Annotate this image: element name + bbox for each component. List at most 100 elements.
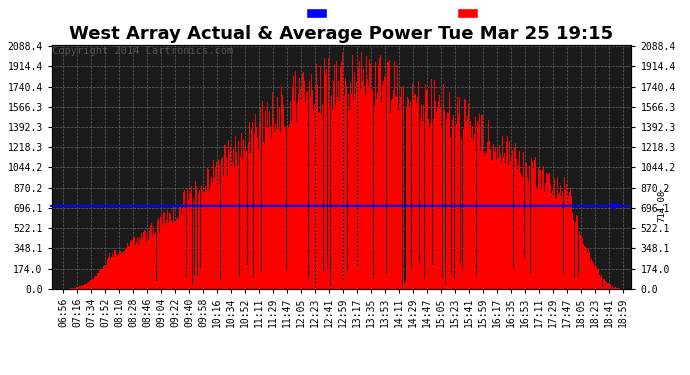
Bar xyxy=(299,78,300,289)
Bar xyxy=(608,284,609,289)
Bar xyxy=(425,84,426,289)
Bar xyxy=(190,194,191,289)
Bar xyxy=(446,88,448,289)
Bar xyxy=(595,284,596,289)
Bar xyxy=(185,208,186,289)
Bar xyxy=(443,84,444,289)
Bar xyxy=(183,201,184,289)
Bar xyxy=(91,280,92,289)
Bar xyxy=(136,242,137,289)
Bar xyxy=(473,149,474,289)
Bar xyxy=(126,244,128,289)
Bar xyxy=(289,124,290,289)
Bar xyxy=(73,288,74,289)
Bar xyxy=(394,62,395,289)
Bar xyxy=(262,102,264,289)
Bar xyxy=(479,114,480,289)
Bar xyxy=(450,137,451,289)
Bar xyxy=(521,177,522,289)
Bar xyxy=(349,110,350,289)
Bar xyxy=(384,108,385,289)
Bar xyxy=(111,258,112,289)
Bar xyxy=(434,117,435,289)
Bar xyxy=(155,232,156,289)
Bar xyxy=(187,188,188,289)
Bar xyxy=(432,265,433,289)
Bar xyxy=(567,205,568,289)
Bar xyxy=(455,125,456,289)
Bar xyxy=(413,99,414,289)
Bar xyxy=(564,177,565,289)
Bar xyxy=(365,95,366,289)
Bar xyxy=(124,252,125,289)
Bar xyxy=(180,207,181,289)
Bar xyxy=(604,279,605,289)
Bar xyxy=(406,108,407,289)
Bar xyxy=(168,224,169,289)
Bar xyxy=(480,147,481,289)
Bar xyxy=(403,86,404,289)
Bar xyxy=(214,177,215,289)
Bar xyxy=(391,100,392,289)
Bar xyxy=(231,167,232,289)
Bar xyxy=(265,111,266,289)
Bar xyxy=(327,270,328,289)
Bar xyxy=(296,122,297,289)
Bar xyxy=(163,228,164,289)
Bar xyxy=(300,89,301,289)
Bar xyxy=(589,259,590,289)
Bar xyxy=(117,256,118,289)
Bar xyxy=(404,283,405,289)
Bar xyxy=(181,214,182,289)
Bar xyxy=(475,117,476,289)
Bar xyxy=(552,190,553,289)
Bar xyxy=(152,234,153,289)
Bar xyxy=(579,231,580,289)
Bar xyxy=(101,270,102,289)
Bar xyxy=(423,105,424,289)
Bar xyxy=(346,86,347,289)
Bar xyxy=(241,159,242,289)
Bar xyxy=(554,178,555,289)
Bar xyxy=(617,288,618,289)
Title: West Array Actual & Average Power Tue Mar 25 19:15: West Array Actual & Average Power Tue Ma… xyxy=(70,26,613,44)
Bar xyxy=(505,163,506,289)
Bar xyxy=(575,217,576,289)
Bar xyxy=(426,90,428,289)
Bar xyxy=(522,177,523,289)
Bar xyxy=(418,81,419,289)
Text: 714.08: 714.08 xyxy=(658,190,667,222)
Bar xyxy=(226,157,227,289)
Bar xyxy=(287,128,288,289)
Bar xyxy=(178,219,179,289)
Bar xyxy=(335,105,336,289)
Bar xyxy=(390,112,391,289)
Bar xyxy=(161,213,162,289)
Bar xyxy=(90,280,91,289)
Bar xyxy=(487,142,489,289)
Bar xyxy=(221,157,223,289)
Bar xyxy=(477,121,478,289)
Bar xyxy=(95,276,96,289)
Bar xyxy=(569,201,571,289)
Bar xyxy=(110,260,111,289)
Bar xyxy=(277,98,278,289)
Bar xyxy=(395,96,396,289)
Bar xyxy=(307,91,308,289)
Bar xyxy=(131,242,132,289)
Bar xyxy=(322,104,323,289)
Bar xyxy=(415,94,416,289)
Bar xyxy=(555,198,557,289)
Bar xyxy=(445,285,446,289)
Bar xyxy=(313,111,314,289)
Bar xyxy=(353,100,354,289)
Bar xyxy=(571,196,572,289)
Bar xyxy=(470,122,471,289)
Bar xyxy=(449,92,450,289)
Bar xyxy=(213,159,214,289)
Bar xyxy=(323,271,324,289)
Bar xyxy=(380,55,381,289)
Bar xyxy=(592,261,593,289)
Bar xyxy=(235,152,237,289)
Bar xyxy=(261,272,262,289)
